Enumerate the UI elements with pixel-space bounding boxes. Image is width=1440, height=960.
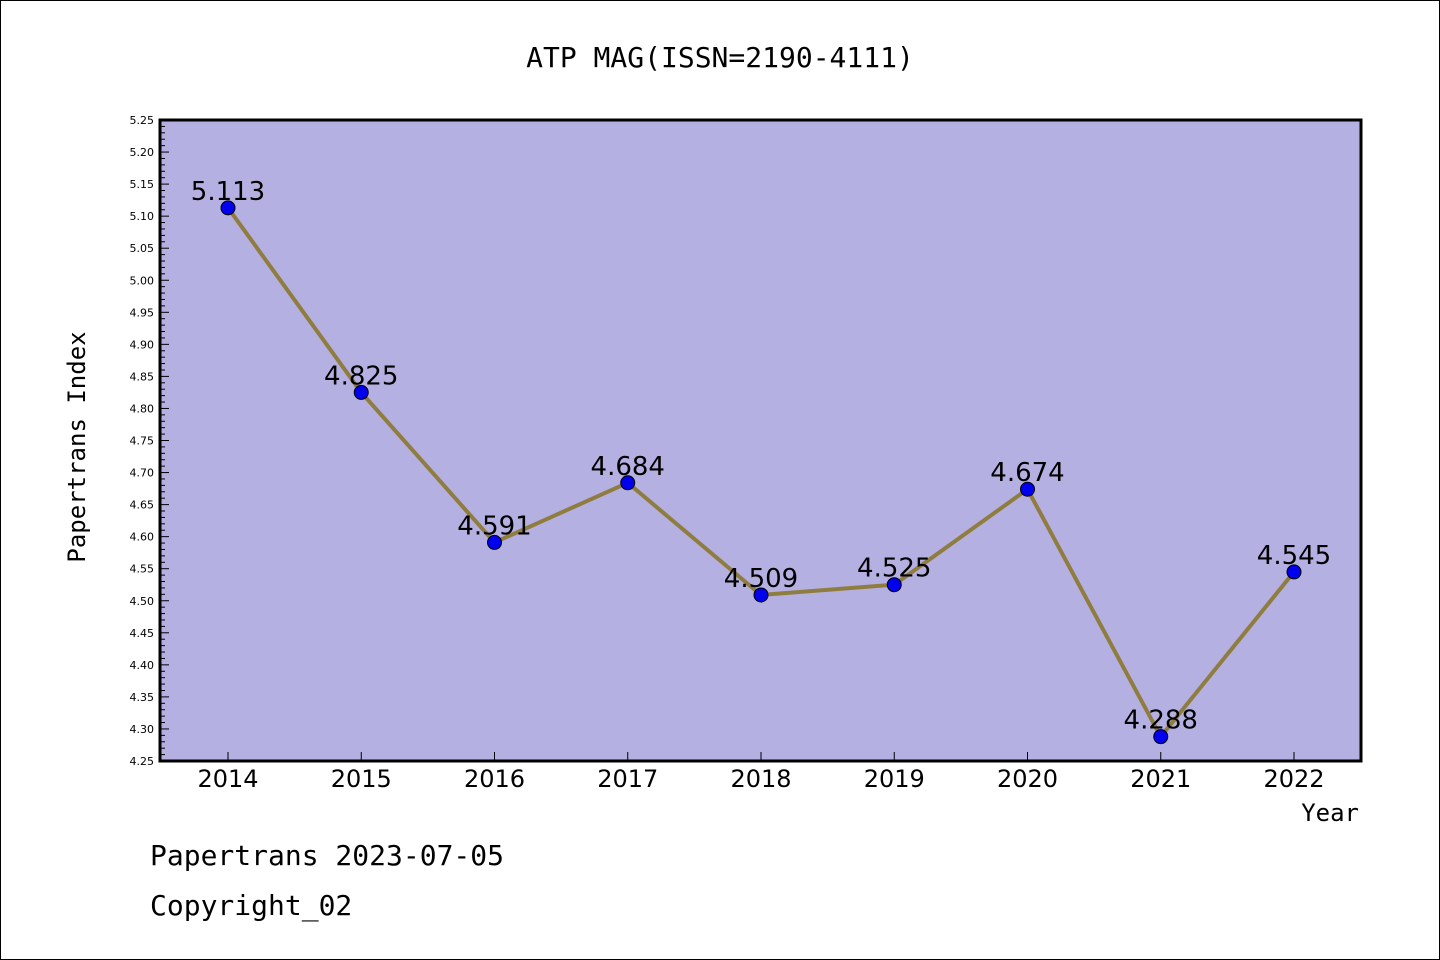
data-point [886, 577, 902, 593]
data-label: 4.545 [1257, 541, 1331, 571]
y-tick-label: 4.80 [130, 402, 155, 415]
footer-date: Papertrans 2023-07-05 [150, 839, 504, 872]
data-point [753, 587, 769, 603]
data-label: 5.113 [191, 177, 265, 207]
footer-copyright: Copyright_02 [150, 889, 352, 923]
x-tick-label: 2018 [730, 765, 791, 793]
y-tick-label: 4.45 [130, 627, 155, 640]
x-axis: 2014 2015 2016 2017 2018 2019 2020 2021 2022 [197, 752, 1325, 793]
y-tick-label: 4.40 [130, 659, 155, 672]
x-tick-label: 2020 [997, 765, 1058, 793]
data-label: 4.509 [724, 564, 798, 594]
data-label: 4.684 [591, 452, 665, 482]
data-label: 4.591 [457, 511, 531, 541]
data-label: 4.288 [1124, 706, 1198, 736]
marker-group [220, 200, 1302, 745]
y-tick-label: 4.60 [130, 531, 155, 544]
y-tick-label: 5.00 [130, 274, 155, 287]
y-axis: 4.25 4.30 4.35 4.40 4.45 4.50 4.55 4.60 4.65 4.70… [130, 114, 169, 768]
y-tick-label: 4.65 [130, 499, 155, 512]
y-tick-label: 4.70 [130, 467, 155, 480]
y-tick-label: 4.90 [130, 338, 155, 351]
y-axis-label: Papertrans Index [63, 331, 91, 562]
data-point [620, 475, 636, 491]
y-tick-label: 4.85 [130, 370, 155, 383]
plot-area [158, 118, 1363, 763]
y-tick-label: 4.55 [130, 563, 155, 576]
y-tick-label: 4.35 [130, 691, 155, 704]
data-point [1020, 481, 1035, 497]
x-tick-label: 2021 [1130, 765, 1191, 793]
x-tick-label: 2015 [331, 765, 392, 793]
y-tick-label: 5.05 [130, 242, 155, 255]
x-tick-label: 2017 [597, 765, 658, 793]
x-tick-label: 2019 [864, 765, 925, 793]
x-tick-label: 2022 [1263, 765, 1324, 793]
data-point [487, 534, 502, 550]
y-tick-label: 4.75 [130, 435, 155, 448]
x-tick-label: 2016 [464, 765, 525, 793]
y-tick-label: 5.25 [130, 114, 155, 127]
y-tick-label: 5.20 [130, 146, 155, 159]
data-point [1286, 564, 1302, 580]
y-tick-label: 4.50 [130, 595, 155, 608]
y-tick-label: 4.30 [130, 723, 155, 736]
data-point [353, 384, 369, 400]
data-point [1153, 729, 1169, 745]
x-tick-label: 2014 [197, 765, 258, 793]
data-label: 4.674 [990, 458, 1064, 488]
data-label: 4.825 [324, 361, 398, 391]
data-point [220, 200, 236, 216]
y-tick-label: 5.10 [130, 210, 155, 223]
data-label: 4.525 [857, 554, 931, 584]
y-tick-label: 4.25 [130, 755, 155, 768]
data-label-group: 5.113 4.825 4.591 4.684 4.509 4.525 4.674 4.288… [191, 177, 1331, 736]
y-tick-label: 4.95 [130, 306, 155, 319]
x-axis-label: Year [1301, 799, 1359, 827]
y-tick-label: 5.15 [130, 178, 155, 191]
chart-title: ATP MAG(ISSN=2190-4111) [526, 41, 914, 74]
